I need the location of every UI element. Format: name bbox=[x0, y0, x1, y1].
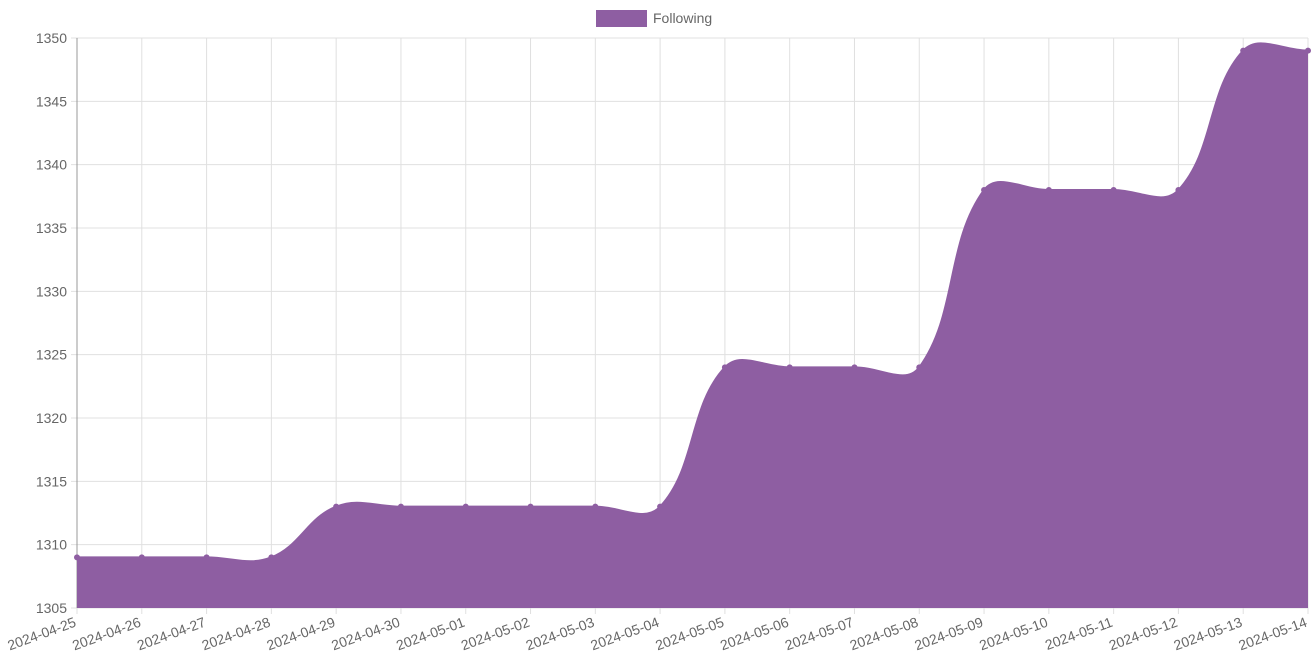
legend-label: Following bbox=[653, 10, 712, 26]
y-tick-label: 1310 bbox=[36, 537, 67, 553]
point bbox=[1240, 47, 1247, 54]
x-tick-label: 2024-05-06 bbox=[718, 614, 791, 654]
point bbox=[592, 503, 599, 510]
point bbox=[981, 187, 988, 193]
x-tick-label: 2024-05-05 bbox=[653, 614, 726, 654]
point bbox=[397, 503, 404, 510]
y-tick-label: 1350 bbox=[36, 30, 67, 46]
x-tick-label: 2024-05-08 bbox=[848, 614, 921, 654]
point bbox=[333, 503, 340, 510]
x-tick-label: 2024-04-28 bbox=[200, 614, 273, 654]
y-tick-label: 1330 bbox=[36, 283, 67, 299]
point bbox=[203, 554, 210, 561]
x-tick-label: 2024-05-12 bbox=[1107, 614, 1180, 654]
point bbox=[1175, 187, 1182, 193]
y-tick-label: 1320 bbox=[36, 410, 67, 426]
point bbox=[268, 554, 275, 561]
point bbox=[462, 503, 469, 510]
point bbox=[916, 364, 923, 371]
x-tick-label: 2024-05-07 bbox=[783, 614, 856, 654]
x-tick-label: 2024-05-14 bbox=[1236, 614, 1309, 654]
x-tick-label: 2024-05-02 bbox=[459, 614, 532, 654]
x-tick-label: 2024-05-11 bbox=[1043, 614, 1115, 653]
point bbox=[786, 364, 793, 371]
point bbox=[138, 554, 145, 561]
point bbox=[851, 364, 858, 371]
y-tick-label: 1335 bbox=[36, 220, 67, 236]
x-tick-label: 2024-04-30 bbox=[329, 614, 402, 654]
x-tick-label: 2024-05-01 bbox=[394, 614, 467, 654]
area bbox=[77, 43, 1308, 609]
point bbox=[1110, 187, 1117, 193]
x-tick-label: 2024-05-13 bbox=[1171, 614, 1244, 654]
y-tick-label: 1305 bbox=[36, 600, 67, 616]
x-tick-label: 2024-05-04 bbox=[588, 614, 661, 654]
point bbox=[721, 364, 728, 371]
x-tick-label: 2024-05-09 bbox=[912, 614, 985, 654]
y-tick-label: 1315 bbox=[36, 473, 67, 489]
x-tick-label: 2024-04-26 bbox=[70, 614, 143, 654]
point bbox=[1045, 187, 1052, 193]
x-tick-label: 2024-05-03 bbox=[524, 614, 597, 654]
y-tick-label: 1340 bbox=[36, 157, 67, 173]
x-tick-label: 2024-04-25 bbox=[5, 614, 78, 654]
y-tick-label: 1325 bbox=[36, 347, 67, 363]
point bbox=[527, 503, 534, 510]
x-tick-label: 2024-04-29 bbox=[264, 614, 337, 654]
point bbox=[74, 554, 80, 561]
point bbox=[1305, 47, 1311, 54]
y-tick-label: 1345 bbox=[36, 93, 67, 109]
legend-swatch bbox=[596, 10, 647, 27]
point bbox=[657, 503, 664, 510]
x-tick-label: 2024-05-10 bbox=[977, 614, 1050, 654]
x-tick-label: 2024-04-27 bbox=[135, 614, 208, 654]
